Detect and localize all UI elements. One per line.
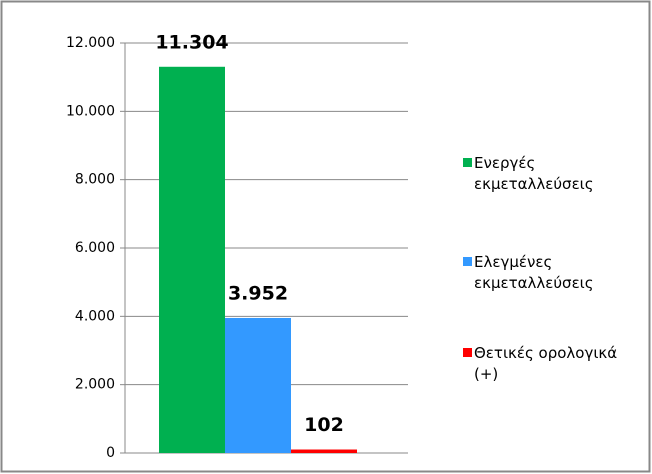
y-tick-label: 4.000 (75, 308, 115, 324)
value-label: 102 (304, 414, 344, 436)
bar (159, 66, 225, 453)
y-tick-label: 6.000 (75, 240, 115, 256)
legend-swatch (463, 158, 472, 167)
legend-entry: Θετικές ορολογικά (+) (474, 344, 618, 383)
value-label: 3.952 (228, 282, 288, 304)
legend-swatch (463, 257, 472, 266)
bar (225, 317, 291, 453)
legend-entry: Ελεγμένες εκμεταλλεύσεις (474, 253, 594, 292)
y-tick-label: 12.000 (66, 35, 115, 51)
bar (291, 449, 357, 453)
legend-swatch (463, 348, 472, 357)
y-tick-label: 0 (106, 445, 115, 461)
y-tick-label: 2.000 (75, 377, 115, 393)
y-tick-label: 10.000 (66, 103, 115, 119)
y-tick-label: 8.000 (75, 172, 115, 188)
value-label: 11.304 (155, 31, 228, 53)
legend-entry: Ενεργές εκμεταλλεύσεις (474, 154, 594, 193)
